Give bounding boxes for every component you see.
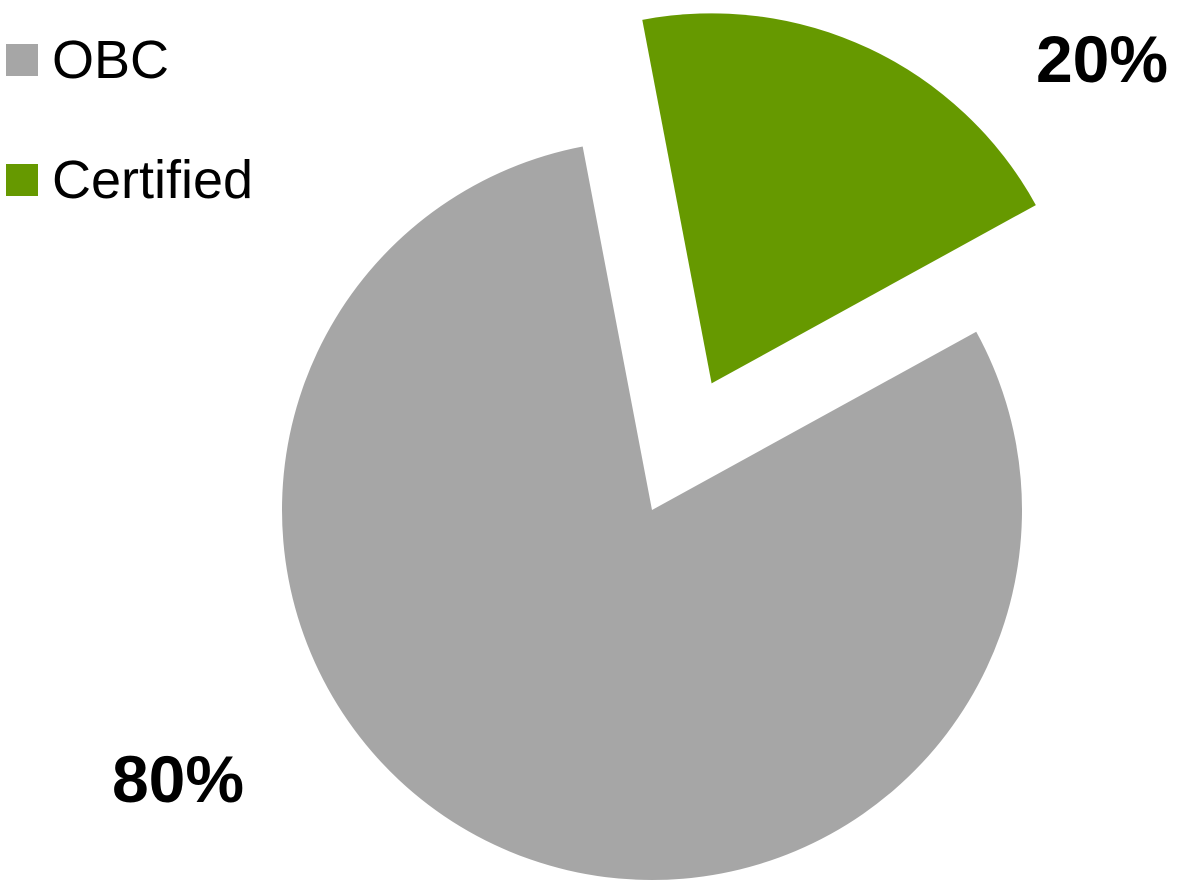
data-label-certified: 20%: [1036, 22, 1168, 96]
legend-label-obc: OBC: [52, 30, 170, 90]
legend-swatch-obc: [6, 44, 38, 76]
pie-slice-certified: [642, 13, 1036, 384]
data-label-obc: 80%: [112, 742, 244, 816]
legend-item-certified: Certified: [6, 150, 253, 210]
legend-item-obc: OBC: [6, 30, 253, 90]
legend-label-certified: Certified: [52, 150, 254, 210]
chart-legend: OBC Certified: [6, 30, 253, 210]
pie-slice-obc: [281, 146, 1022, 880]
legend-swatch-certified: [6, 164, 38, 196]
